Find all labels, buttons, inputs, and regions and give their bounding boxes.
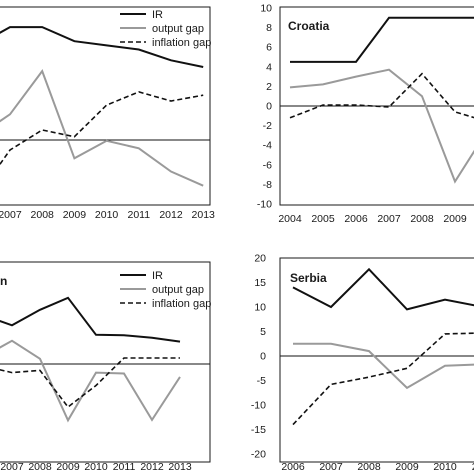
y-tick-label: 15 [254, 277, 266, 289]
y-tick-label: -15 [251, 424, 266, 436]
series-group [0, 26, 204, 187]
series-line-output-gap [289, 68, 474, 184]
y-tick-label: -10 [251, 400, 266, 412]
x-tick-label: 2013 [168, 461, 192, 473]
chart-panel-0: 2007 2008 2009 2010 2011 2012 2013 IR output gap… [0, 9, 215, 221]
series-line-inflation-gap [289, 72, 474, 119]
legend-label: output gap [152, 23, 204, 35]
y-tick-label: -5 [257, 375, 266, 387]
panel-croatia: Croatia [279, 6, 474, 206]
legend-label: output gap [152, 284, 204, 296]
series-group [292, 267, 474, 426]
x-tick-label: 2008 [31, 209, 55, 221]
x-tick-label: 2007 [0, 461, 24, 473]
x-tick-label: 2008 [357, 461, 381, 473]
panel-title-fragment: n [0, 274, 7, 288]
x-tick-label: 2007 [319, 461, 343, 473]
y-tick-label: 8 [266, 22, 272, 34]
panel-frame [279, 6, 474, 206]
legend-label: inflation gap [152, 298, 211, 310]
x-tick-label: 2005 [311, 213, 335, 225]
series-line-output-gap [293, 342, 474, 390]
y-tick-label: 10 [254, 302, 266, 314]
panel-title: Croatia [288, 19, 330, 33]
panel-title: Serbia [290, 271, 327, 285]
x-tick-label: 2010 [433, 461, 457, 473]
series-line-ir [0, 26, 204, 68]
panel-top-left [0, 6, 211, 206]
series-line-output-gap [0, 339, 181, 423]
series-group [0, 296, 181, 423]
x-tick-label: 2004 [278, 213, 302, 225]
series-group [289, 16, 474, 184]
x-tick-label: 2009 [63, 209, 87, 221]
chart-panel-2: 20062007200820092010201120122013IRoutput… [0, 270, 211, 473]
series-line-ir [0, 296, 181, 343]
y-tick-label: -6 [263, 159, 272, 171]
x-tick-label: 2011 [113, 461, 136, 473]
panel-frame [279, 257, 474, 463]
x-tick-label: 2009 [56, 461, 80, 473]
x-tick-label: 2007 [0, 209, 22, 221]
series-line-inflation-gap [0, 357, 180, 409]
y-tick-label: -4 [263, 140, 272, 152]
y-tick-label: 0 [260, 351, 266, 363]
y-tick-label: 5 [260, 326, 266, 338]
x-tick-label: 2009 [443, 213, 467, 225]
legend: IR output gap inflation gap [120, 9, 211, 49]
y-tick-label: -2 [263, 120, 272, 132]
y-tick-label: 6 [266, 42, 272, 54]
chart-panel-1: 2004 2005 2006 2007 2008 2009 10 8 6 4 2 0 -2 -4 -6 -8 -… [257, 3, 474, 225]
series-line-ir [290, 16, 474, 63]
panel-serbia: Serbia [279, 257, 474, 463]
y-tick-label: -10 [257, 199, 272, 211]
y-tick-label: 2 [266, 81, 272, 93]
y-tick-label: 4 [266, 61, 272, 73]
y-tick-label: 20 [254, 253, 266, 265]
series-line-inflation-gap [0, 91, 204, 166]
x-tick-label: 2011 [128, 209, 151, 221]
x-tick-label: 2009 [395, 461, 419, 473]
x-tick-label: 2012 [159, 209, 183, 221]
x-tick-label: 2011 [472, 461, 474, 473]
x-tick-label: 2008 [28, 461, 52, 473]
series-line-ir [292, 267, 474, 311]
x-tick-label: 2007 [377, 213, 401, 225]
x-tick-label: 2013 [192, 209, 216, 221]
legend-label: inflation gap [152, 37, 211, 49]
panel-bottom-left: n [0, 261, 211, 463]
chart-panel-3: 2006 2007 2008 2009 2010 2011 20 15 10 5 0 -5 -10 -15… [251, 253, 474, 473]
x-tick-label: 2008 [410, 213, 434, 225]
panel-frame [0, 6, 211, 206]
y-tick-label: 0 [266, 101, 272, 113]
panel-frame [0, 261, 211, 463]
series-line-inflation-gap [292, 332, 474, 426]
x-tick-label: 2010 [84, 461, 108, 473]
legend: IR output gap inflation gap [120, 270, 211, 310]
y-tick-label: -20 [251, 449, 266, 461]
x-tick-label: 2010 [95, 209, 119, 221]
x-tick-label: 2006 [281, 461, 305, 473]
x-tick-label: 2012 [140, 461, 164, 473]
y-tick-label: -8 [263, 179, 272, 191]
legend-label: IR [152, 9, 163, 21]
legend-label: IR [152, 270, 163, 282]
series-line-output-gap [0, 69, 204, 187]
x-tick-label: 2006 [344, 213, 368, 225]
y-tick-label: 10 [260, 3, 272, 15]
